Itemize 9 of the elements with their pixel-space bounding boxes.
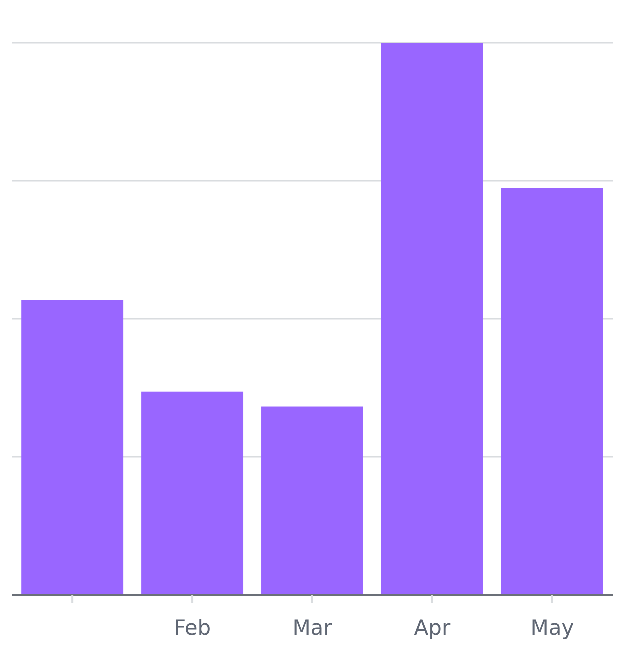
x-tick-label: Apr — [414, 616, 451, 640]
x-tick-label: Feb — [174, 616, 212, 640]
x-tick-label: Mar — [292, 616, 333, 640]
bar — [381, 43, 484, 595]
bar — [22, 300, 124, 595]
x-tick-label: May — [530, 616, 574, 640]
bar — [262, 406, 364, 595]
bar — [501, 188, 604, 595]
bar — [142, 392, 244, 595]
